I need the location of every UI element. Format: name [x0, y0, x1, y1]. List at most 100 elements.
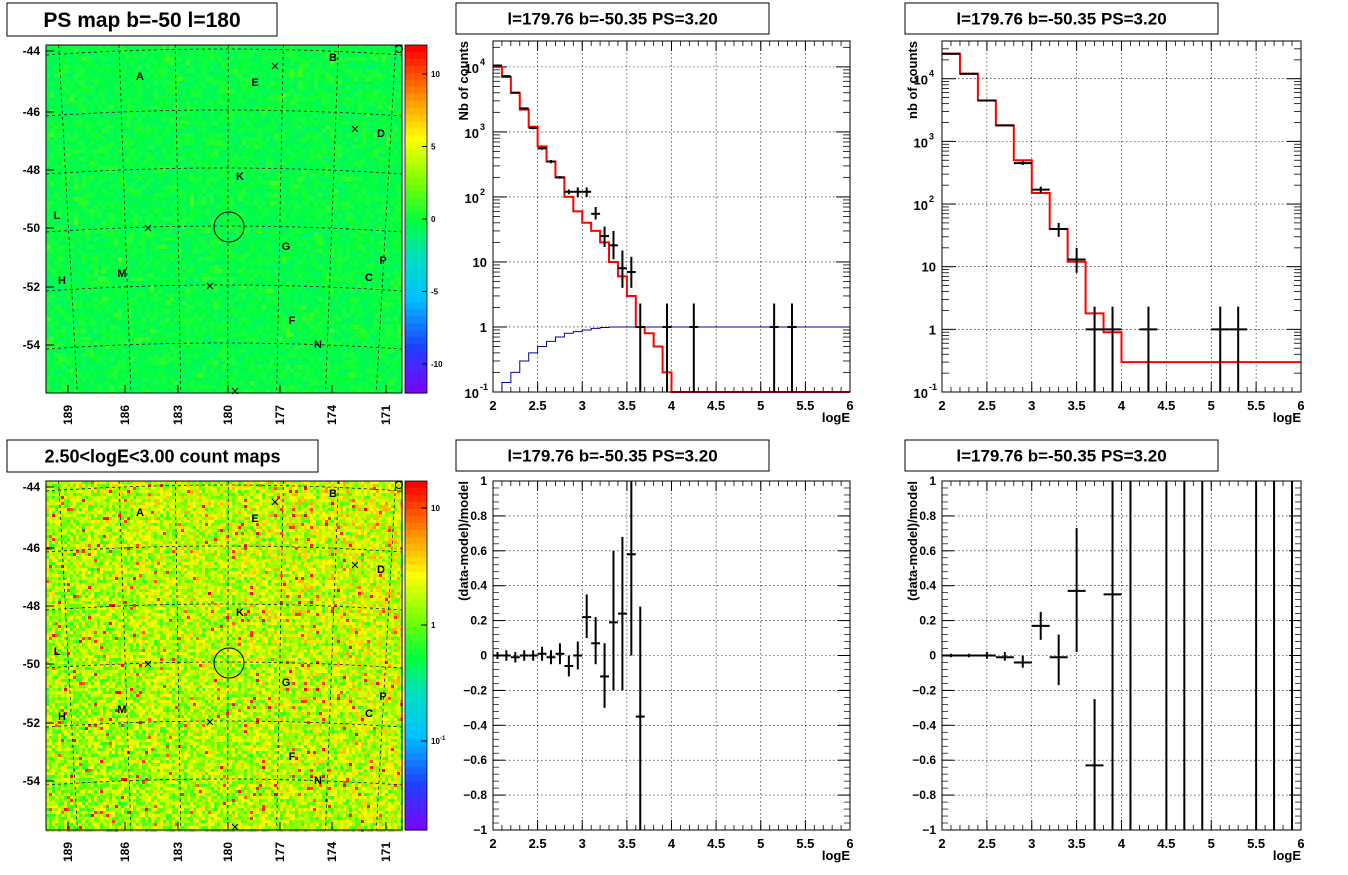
map2-label-F: F	[289, 751, 296, 763]
res1-yticklabel-8: 0.6	[470, 544, 487, 558]
map1-xlabel-5: 174	[325, 405, 339, 425]
map1-xlabel-0: 189	[61, 405, 75, 425]
map1-cb-label-2: 0	[431, 215, 436, 224]
map2-cross-4	[231, 823, 239, 831]
spec1-yticklabel-1: 1	[480, 320, 487, 335]
res2-yticklabel-2: −0.6	[912, 753, 936, 767]
map1-cb-label-4: -10	[431, 360, 443, 369]
spec2-xticklabel-1: 2.5	[978, 398, 996, 413]
spec1-xticklabel-6: 5	[757, 398, 764, 413]
res1-yticklabel-6: 0.2	[470, 614, 487, 628]
map1-ylabel-4: -52	[23, 280, 41, 294]
res2-yticklabel-10: 1	[929, 474, 936, 488]
spec1-frame	[492, 40, 851, 393]
map2-label-D: D	[377, 564, 385, 576]
map1-lon-line-0	[58, 44, 78, 394]
map2-lon-line-4	[276, 480, 284, 831]
map2-cross-0	[271, 498, 279, 506]
spec1-title-text: l=179.76 b=-50.35 PS=3.20	[507, 10, 717, 29]
map2-cb-label-1: 1	[431, 621, 436, 630]
map2-frame	[45, 480, 403, 831]
res1-yticklabel-10: 1	[480, 474, 487, 488]
map2-ylabel-1: -46	[23, 541, 41, 555]
spec1-yticklabel-exp-5: 4	[480, 57, 485, 67]
res2-xticklabel-7: 5.5	[1247, 836, 1265, 851]
map1-cross-0	[271, 62, 279, 70]
res2-yticklabel-9: 0.8	[919, 509, 936, 523]
map1-lon-line-5	[325, 44, 339, 394]
map1-label-C: C	[365, 272, 373, 284]
spec2-xticklabel-7: 5.5	[1247, 398, 1265, 413]
map2-label-L: L	[54, 646, 61, 658]
res1-yticklabel-5: 0	[480, 649, 487, 663]
map1-label-P: P	[379, 255, 386, 267]
spec2-model-red	[942, 52, 1301, 364]
spec2-title-box	[904, 2, 1219, 35]
res1-xticklabel-0: 2	[489, 836, 496, 851]
map1-frame	[45, 44, 403, 394]
res2-yticklabel-8: 0.6	[919, 544, 936, 558]
map2-cross-1	[351, 561, 359, 569]
res1-ylabel: (data-model)/model	[456, 481, 471, 601]
map2-cb-label-01-base: 10	[431, 737, 440, 746]
spec2-yticklabel-1: 1	[929, 322, 936, 337]
map2-label-E: E	[251, 513, 258, 525]
res2-xticklabel-2: 3	[1028, 836, 1035, 851]
map2-lon-line-0	[58, 480, 78, 831]
map2-label-G: G	[282, 677, 291, 689]
res1-xticklabel-3: 3.5	[618, 836, 636, 851]
map1-labels: A B C D E F G H K L M N P	[54, 45, 403, 395]
map1-grid	[45, 44, 403, 394]
map2-ylabel-5: -54	[23, 774, 41, 788]
map1-cross-3	[206, 282, 214, 290]
map1-ylabel-1: -46	[23, 105, 41, 119]
map1-title-text: PS map b=-50 l=180	[43, 9, 240, 32]
map1-label-L: L	[54, 210, 61, 222]
res2-xticklabel-8: 6	[1297, 836, 1304, 851]
spec2-title-text: l=179.76 b=-50.35 PS=3.20	[956, 10, 1166, 29]
map1-label-D: D	[377, 128, 385, 140]
map2-colorbar	[404, 480, 428, 831]
spec2-yticklabel-exp-4: 3	[929, 131, 934, 141]
map2-center-circle	[213, 647, 245, 679]
spec1-xticklabel-8: 6	[846, 398, 853, 413]
map1-label-O-mark	[395, 45, 403, 53]
map1-cross-1	[351, 125, 359, 133]
res1-xaxis: 2 2.5 3 3.5 4 4.5 5 5.5 6	[489, 481, 854, 851]
spec1-yticklabel-exp-4: 3	[480, 122, 485, 132]
map1-label-K: K	[236, 171, 244, 183]
map2-label-K: K	[236, 607, 244, 619]
res2-xticklabel-6: 5	[1208, 836, 1215, 851]
map2-ylabel-2: -48	[23, 599, 41, 613]
map1-cb-label-0: 10	[431, 70, 440, 79]
map2-cross-2	[144, 660, 152, 668]
map2-xlabel-3: 180	[221, 842, 235, 862]
map1-xlabel-4: 177	[273, 405, 287, 425]
map2-title-box	[6, 439, 319, 473]
map2-label-H: H	[58, 711, 66, 723]
res2-yticklabel-0: −1	[922, 823, 936, 837]
res1-xticklabel-7: 5.5	[796, 836, 814, 851]
map2-label-M: M	[117, 704, 126, 716]
map2-lon-line-2	[174, 480, 182, 831]
res2-title: l=179.76 b=-50.35 PS=3.20	[904, 439, 1219, 472]
res2-xlabel: logE	[1273, 848, 1301, 863]
map1-cb-label-3: -5	[431, 288, 439, 297]
map2-ylabel-4: -52	[23, 716, 41, 730]
map2-xlabel-5: 174	[325, 842, 339, 862]
map2-xlabel-0: 189	[61, 842, 75, 862]
map2: -44 -46 -48 -50 -52 -54 189 186 183 180 177 174 171 A…	[23, 480, 446, 862]
map2-cb-label-01-exp: -1	[440, 736, 446, 742]
res1-title-box	[455, 439, 770, 472]
map1-label-A: A	[136, 71, 144, 83]
res2-frame	[941, 480, 1302, 831]
spec1-ylabel: Nb of counts	[456, 41, 471, 120]
spec1-xticklabel-7: 5.5	[796, 398, 814, 413]
map2-label-N: N	[314, 775, 322, 787]
spec2-xticklabel-4: 4	[1118, 398, 1126, 413]
res2-bg	[942, 481, 1301, 830]
spec2-data	[942, 52, 1248, 392]
res2-vlines	[1129, 481, 1294, 830]
